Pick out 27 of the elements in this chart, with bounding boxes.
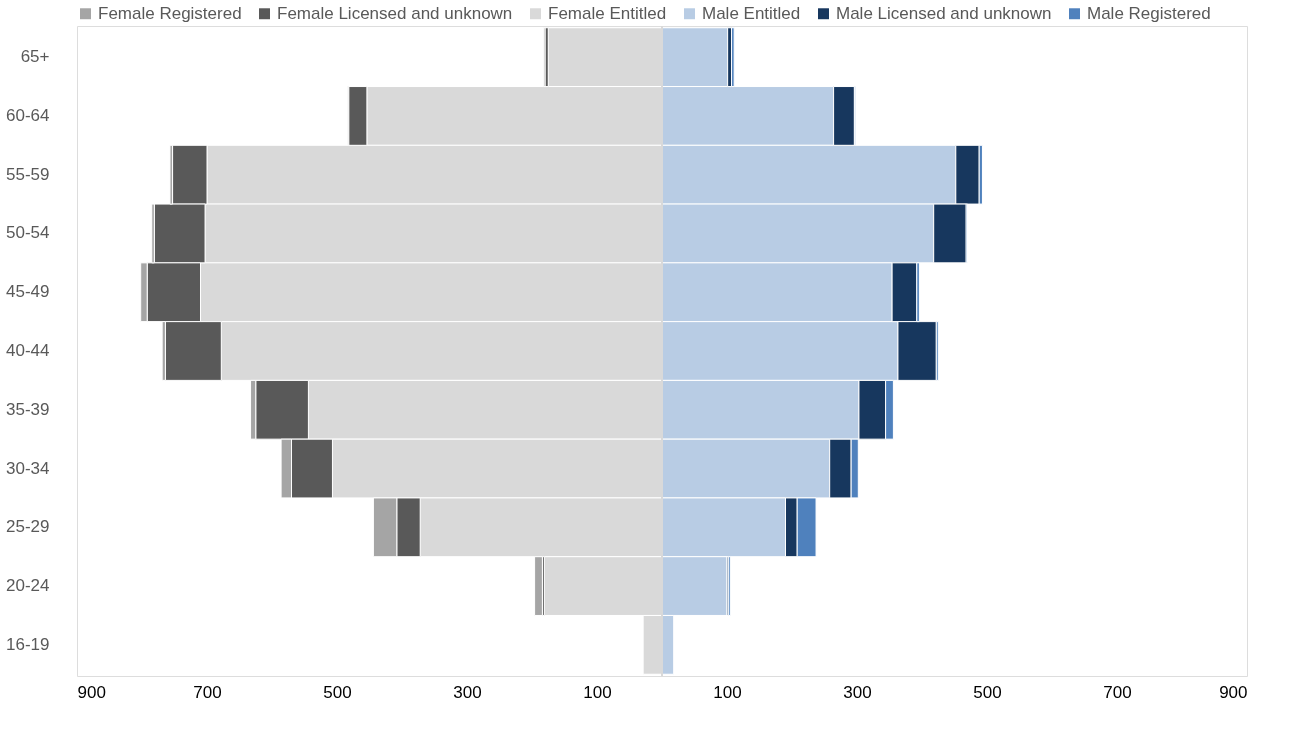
y-tick-label: 25-29 <box>6 517 50 537</box>
x-tick-label: 100 <box>713 682 742 702</box>
y-tick-label: 40-44 <box>6 341 50 360</box>
legend-label: Male Licensed and unknown <box>836 3 1052 23</box>
x-tick-label: 900 <box>77 682 106 702</box>
y-tick-label: 50-54 <box>6 223 50 243</box>
y-tick-label: 55-59 <box>6 164 50 184</box>
x-tick-label: 300 <box>453 682 482 702</box>
legend-label: Female Registered <box>98 3 242 23</box>
y-tick-label: 45-49 <box>6 282 50 302</box>
y-tick-label: 35-39 <box>6 399 50 419</box>
legend-label: Male Registered <box>1087 3 1211 23</box>
y-tick-label: 16-19 <box>6 634 50 654</box>
legend-label: Male Entitled <box>702 3 801 23</box>
y-tick-label: 60-64 <box>6 105 50 125</box>
legend-label: Female Entitled <box>548 3 667 23</box>
x-tick-label: 700 <box>193 682 222 702</box>
y-tick-label: 20-24 <box>6 576 50 596</box>
x-tick-label: 100 <box>583 682 612 702</box>
x-tick-label: 500 <box>323 682 352 702</box>
x-tick-label: 700 <box>1103 682 1132 702</box>
y-tick-label: 65+ <box>20 47 50 67</box>
x-tick-label: 900 <box>1219 682 1248 702</box>
x-tick-label: 500 <box>973 682 1002 702</box>
legend-label: Female Licensed and unknown <box>277 3 513 23</box>
x-tick-label: 300 <box>843 682 872 702</box>
y-tick-label: 30-34 <box>6 458 50 478</box>
